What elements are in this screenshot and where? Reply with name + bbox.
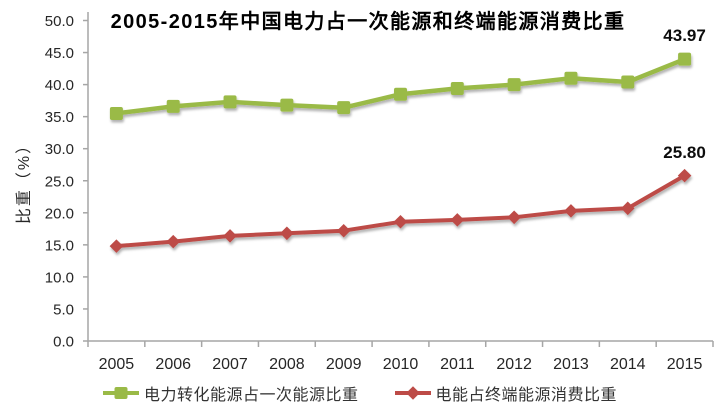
x-tick-label: 2015 (667, 356, 703, 373)
x-tick-label: 2006 (155, 356, 191, 373)
x-tick-label: 2009 (326, 356, 362, 373)
data-point-square (450, 81, 464, 95)
data-point-diamond (280, 226, 294, 241)
data-label-series-2: 25.80 (663, 142, 706, 162)
x-tick-label: 2013 (553, 356, 589, 373)
y-tick-label: 10.0 (45, 269, 74, 286)
legend-item-terminal-energy: 电能占终端能源消费比重 (394, 381, 618, 405)
data-point-square (223, 95, 237, 109)
y-tick-label: 20.0 (45, 205, 74, 222)
x-tick-label: 2012 (496, 356, 532, 373)
data-point-square (109, 106, 123, 120)
data-point-square (337, 101, 351, 115)
y-tick-label: 30.0 (45, 141, 74, 158)
data-point-diamond (564, 204, 578, 218)
data-point-diamond (677, 168, 692, 183)
legend-item-primary-energy: 电力转化能源占一次能源比重 (102, 381, 359, 405)
series-2 (109, 168, 692, 253)
legend-label-terminal-energy: 电能占终端能源消费比重 (435, 387, 618, 404)
y-tick-label: 45.0 (45, 45, 74, 62)
data-point-diamond (166, 234, 181, 249)
x-tick-label: 2014 (610, 356, 646, 373)
data-point-square (280, 98, 294, 112)
data-point-diamond (336, 223, 351, 238)
data-point-square (166, 99, 180, 113)
data-point-diamond (223, 229, 237, 243)
legend: 电力转化能源占一次能源比重 电能占终端能源消费比重 (0, 381, 720, 405)
data-point-square (564, 71, 578, 85)
data-point-diamond (450, 213, 465, 227)
series-line (114, 173, 687, 249)
x-tick-label: 2005 (99, 356, 135, 373)
data-point-diamond (109, 239, 124, 253)
y-tick-label: 5.0 (53, 301, 74, 318)
data-point-diamond (620, 201, 635, 216)
legend-label-primary-energy: 电力转化能源占一次能源比重 (143, 387, 359, 404)
x-tick-label: 2008 (269, 356, 305, 373)
data-point-diamond (393, 214, 408, 229)
series-line (114, 56, 687, 116)
data-label-series-1: 43.97 (663, 26, 706, 46)
y-tick-label: 50.0 (45, 13, 74, 30)
data-point-square (507, 78, 521, 92)
y-tick-label: 40.0 (45, 77, 74, 94)
data-point-square (394, 87, 407, 101)
data-point-diamond (507, 210, 521, 225)
y-tick-label: 25.0 (45, 173, 74, 190)
chart-title: 2005-2015年中国电力占一次能源和终端能源消费比重 (110, 11, 626, 33)
axis-lines (87, 12, 713, 342)
y-tick-label: 0.0 (53, 334, 74, 351)
x-tick-label: 2007 (212, 356, 248, 373)
series-1 (109, 52, 692, 120)
y-tick-label: 35.0 (45, 109, 74, 126)
x-tick-label: 2010 (383, 356, 419, 373)
red-diamond-marker-icon (394, 386, 431, 400)
green-square-marker-icon (102, 387, 139, 399)
data-point-square (678, 52, 692, 66)
data-point-square (621, 75, 635, 89)
x-tick-label: 2011 (440, 356, 475, 373)
y-tick-label: 15.0 (45, 237, 74, 254)
